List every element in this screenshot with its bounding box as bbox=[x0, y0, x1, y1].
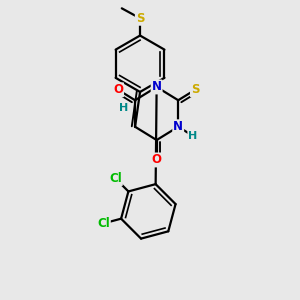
Text: S: S bbox=[191, 83, 200, 96]
Text: N: N bbox=[152, 80, 162, 94]
Text: O: O bbox=[152, 154, 162, 166]
Text: Cl: Cl bbox=[97, 217, 110, 230]
Text: H: H bbox=[188, 131, 197, 141]
Text: N: N bbox=[173, 120, 183, 133]
Text: O: O bbox=[113, 83, 123, 96]
Text: S: S bbox=[136, 12, 144, 25]
Text: H: H bbox=[119, 103, 128, 113]
Text: Cl: Cl bbox=[109, 172, 122, 185]
